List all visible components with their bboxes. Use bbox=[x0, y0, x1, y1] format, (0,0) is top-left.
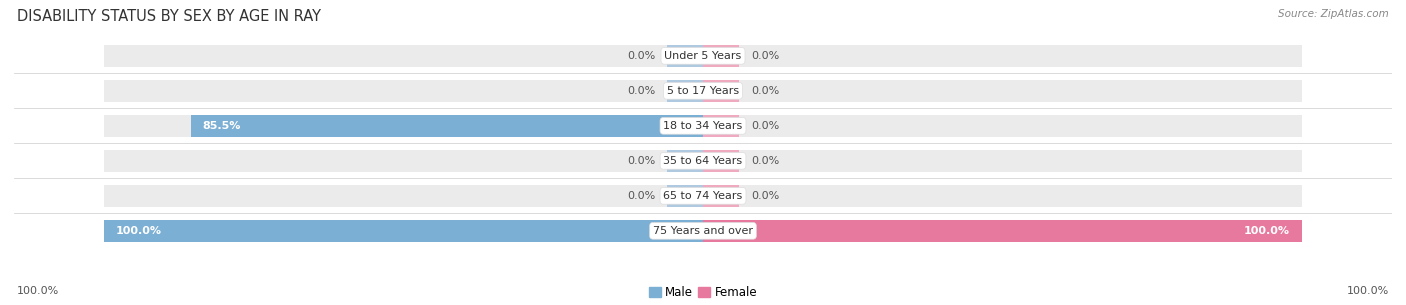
Bar bbox=[104, 80, 703, 102]
Bar bbox=[703, 220, 1302, 242]
Bar bbox=[104, 185, 703, 207]
Bar bbox=[666, 185, 703, 207]
Text: 18 to 34 Years: 18 to 34 Years bbox=[664, 121, 742, 131]
Bar bbox=[191, 115, 703, 137]
Text: 0.0%: 0.0% bbox=[751, 156, 779, 166]
Bar bbox=[104, 115, 703, 137]
Bar bbox=[703, 80, 1302, 102]
Text: 100.0%: 100.0% bbox=[1244, 226, 1291, 236]
Text: 0.0%: 0.0% bbox=[751, 191, 779, 201]
Bar bbox=[703, 45, 740, 67]
Text: 0.0%: 0.0% bbox=[627, 86, 655, 96]
Text: Source: ZipAtlas.com: Source: ZipAtlas.com bbox=[1278, 9, 1389, 19]
Bar bbox=[703, 45, 1302, 67]
Text: 100.0%: 100.0% bbox=[1347, 286, 1389, 296]
Text: 5 to 17 Years: 5 to 17 Years bbox=[666, 86, 740, 96]
Bar bbox=[104, 45, 703, 67]
Bar bbox=[666, 45, 703, 67]
Text: 100.0%: 100.0% bbox=[17, 286, 59, 296]
Bar bbox=[666, 80, 703, 102]
Text: 0.0%: 0.0% bbox=[627, 191, 655, 201]
Text: 0.0%: 0.0% bbox=[751, 51, 779, 61]
Bar bbox=[666, 150, 703, 172]
Text: 0.0%: 0.0% bbox=[627, 156, 655, 166]
Bar bbox=[703, 150, 740, 172]
Bar bbox=[104, 220, 703, 242]
Text: 0.0%: 0.0% bbox=[627, 51, 655, 61]
Bar bbox=[703, 115, 740, 137]
Bar bbox=[703, 80, 740, 102]
Text: 0.0%: 0.0% bbox=[751, 121, 779, 131]
Text: 85.5%: 85.5% bbox=[202, 121, 242, 131]
Bar bbox=[703, 185, 740, 207]
Bar bbox=[703, 150, 1302, 172]
Text: 35 to 64 Years: 35 to 64 Years bbox=[664, 156, 742, 166]
Bar bbox=[104, 220, 703, 242]
Bar bbox=[703, 220, 1302, 242]
Bar bbox=[703, 185, 1302, 207]
Text: 0.0%: 0.0% bbox=[751, 86, 779, 96]
Text: 100.0%: 100.0% bbox=[115, 226, 162, 236]
Text: 65 to 74 Years: 65 to 74 Years bbox=[664, 191, 742, 201]
Text: 75 Years and over: 75 Years and over bbox=[652, 226, 754, 236]
Legend: Male, Female: Male, Female bbox=[644, 282, 762, 304]
Bar bbox=[104, 150, 703, 172]
Text: Under 5 Years: Under 5 Years bbox=[665, 51, 741, 61]
Text: DISABILITY STATUS BY SEX BY AGE IN RAY: DISABILITY STATUS BY SEX BY AGE IN RAY bbox=[17, 9, 321, 24]
Bar bbox=[703, 115, 1302, 137]
